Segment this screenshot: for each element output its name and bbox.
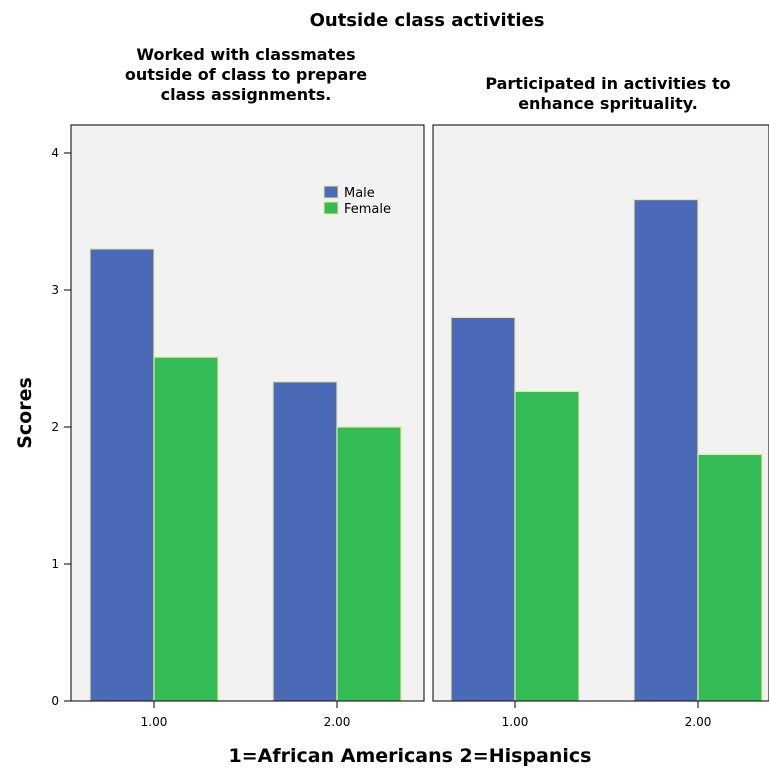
bar-male (272, 381, 338, 702)
x-tick-label: 1.00 (502, 715, 529, 729)
x-tick-label: 1.00 (141, 715, 168, 729)
chart-title: Outside class activities (310, 10, 545, 31)
legend-swatch-male (323, 185, 339, 199)
legend-label-female: Female (344, 202, 391, 217)
bar-female (514, 390, 580, 702)
x-tick-label: 2.00 (324, 715, 351, 729)
y-tick-label: 3 (51, 283, 59, 297)
y-axis-label: Scores (14, 377, 36, 449)
panel-title-line: class assignments. (161, 85, 332, 104)
y-tick-label: 1 (51, 557, 59, 571)
x-axis-label: 1=African Americans 2=Hispanics (229, 745, 592, 767)
x-tick-label: 2.00 (685, 715, 712, 729)
y-tick-label: 2 (51, 420, 59, 434)
legend-swatch-female (323, 201, 339, 215)
bar-male (89, 248, 155, 702)
bar-male (633, 198, 699, 702)
bar-male (450, 316, 516, 702)
panel-title-line: Participated in activities to (485, 74, 730, 93)
legend-label-male: Male (344, 186, 375, 201)
bar-female (697, 453, 763, 702)
panel-title-line: enhance sprituality. (518, 94, 698, 113)
panel-title-line: Worked with classmates (136, 45, 355, 64)
panel-title-line: outside of class to prepare (125, 65, 367, 84)
bar-female (153, 356, 219, 702)
bar-female (336, 426, 402, 702)
y-tick-label: 0 (51, 694, 59, 708)
y-tick-label: 4 (51, 146, 59, 160)
